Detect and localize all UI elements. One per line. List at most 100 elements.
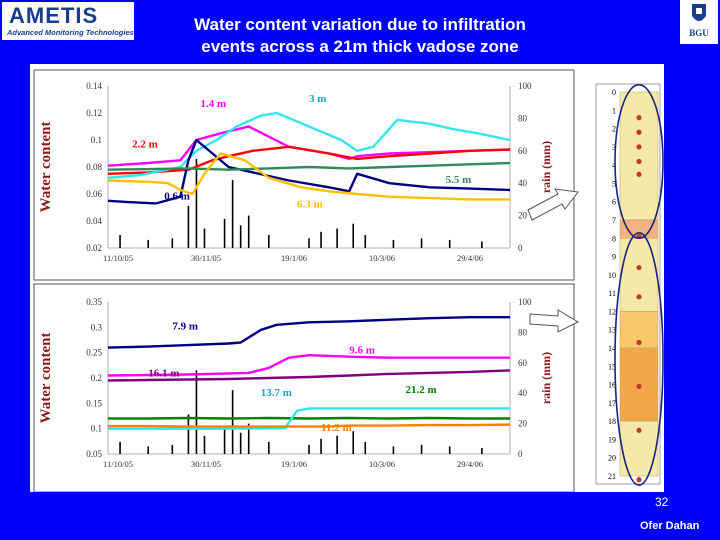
series-label: 21.2 m	[405, 384, 436, 396]
depth-label: 13	[608, 326, 616, 335]
x-tick-label: 10/3/06	[369, 253, 395, 263]
upper-sensors-outline	[614, 83, 664, 240]
y-tick-label: 0.25	[86, 348, 102, 358]
depth-label: 5	[612, 179, 616, 188]
y-tick-label: 0.14	[86, 81, 102, 91]
depth-label: 2	[612, 125, 616, 134]
slide-title: Water content variation due to infiltrat…	[150, 14, 570, 58]
chart-frame	[33, 69, 575, 281]
series-line	[108, 416, 510, 420]
sensor-dot	[636, 158, 642, 165]
logo-name: AMETIS	[9, 3, 99, 28]
series-label: 3 m	[309, 93, 326, 105]
series-line	[107, 145, 511, 175]
y-tick-label: 0.08	[86, 162, 102, 172]
depth-label: 10	[608, 271, 616, 280]
y2-tick-label: 100	[518, 81, 532, 91]
y-tick-label: 0.3	[91, 322, 103, 332]
figure-panel: 0.14 0.12 0.1 0.08 0.06 0.04 0.02 100 80 60 40 20 0 1…	[30, 64, 664, 493]
depth-label: 19	[608, 435, 616, 444]
depth-label: 15	[608, 362, 616, 371]
bgu-emblem-icon	[692, 4, 706, 21]
depth-label: 1	[612, 106, 616, 115]
sensor-dot	[636, 144, 642, 150]
lower-sensors-outline	[614, 232, 664, 486]
y2-tick-label: 0	[518, 243, 523, 253]
depth-label: 17	[608, 399, 616, 408]
y-tick-label: 0.2	[91, 373, 102, 383]
y2-tick-label: 20	[518, 211, 528, 221]
bgu-logo: BGU	[680, 0, 718, 44]
series-line	[107, 315, 510, 349]
depth-label: 8	[612, 234, 616, 243]
sensor-dot	[636, 294, 642, 300]
x-tick-label: 19/1/06	[281, 253, 307, 263]
series-line	[107, 354, 510, 377]
depth-label: 9	[612, 253, 616, 262]
series-label: 6.3 m	[297, 199, 323, 211]
depth-label: 11	[608, 289, 616, 298]
sensor-dot	[636, 115, 642, 121]
depth-label: 4	[612, 161, 616, 170]
logo-subtitle: Advanced Monitoring Technologies	[7, 28, 134, 37]
sensor-dot	[636, 383, 642, 389]
series-label: 13.7 m	[261, 387, 292, 399]
figure-svg: 0.140.120.10.080.060.040.021008060402001…	[33, 69, 664, 493]
series-line	[107, 152, 510, 201]
x-tick-label: 30/11/05	[191, 253, 221, 263]
depth-label: 21	[608, 472, 616, 481]
sensor-dot	[636, 477, 642, 483]
chart-top: 0.14 0.12 0.1 0.08 0.06 0.04 0.02 100 80 60 40 20 0 1…	[33, 69, 575, 281]
y-axis-title: Water content	[38, 122, 54, 213]
y2-tick-label: 60	[518, 358, 528, 368]
series-label: 0.6 m	[164, 190, 190, 202]
depth-label: 20	[608, 454, 616, 463]
depth-label: 6	[612, 198, 616, 207]
soil-layer	[619, 238, 659, 312]
y2-tick-label: 20	[518, 419, 528, 429]
page-number: 32	[655, 495, 669, 509]
y2-tick-label: 100	[518, 297, 532, 307]
sensor-dot	[636, 129, 642, 135]
y-tick-label: 0.1	[91, 424, 102, 434]
arrows	[527, 188, 580, 333]
series-label: 7.9 m	[172, 320, 198, 332]
chart-bottom: 0.35 0.3 0.25 0.2 0.15 0.1 0.05 100 80 60 40 20 0 11/…	[33, 283, 575, 493]
title-line-2: events across a 21m thick vadose zone	[201, 37, 519, 56]
x-tick-label: 29/4/06	[457, 253, 483, 263]
series-label: 5.5 m	[446, 174, 472, 186]
series-line	[107, 138, 511, 205]
x-tick-label: 11/10/05	[103, 459, 133, 469]
series-label: 9.6 m	[349, 345, 375, 357]
series-line	[107, 369, 511, 382]
depth-label: 0	[612, 88, 616, 97]
chart-frame	[33, 283, 575, 493]
author-name: Ofer Dahan	[640, 520, 700, 532]
x-tick-label: 19/1/06	[281, 459, 307, 469]
series-label: 2.2 m	[132, 139, 158, 151]
y2-tick-label: 80	[518, 113, 528, 123]
y2-tick-label: 60	[518, 146, 528, 156]
y2-tick-label: 40	[518, 178, 528, 188]
series-label: 16.1 m	[148, 367, 179, 379]
arrow-top-icon	[527, 188, 579, 221]
series-label: 1.4 m	[200, 98, 226, 110]
series-line	[108, 423, 511, 428]
series-line	[108, 407, 510, 430]
x-tick-label: 30/11/05	[191, 459, 221, 469]
title-line-1: Water content variation due to infiltrat…	[194, 15, 526, 34]
y-tick-label: 0.35	[86, 297, 102, 307]
y-tick-label: 0.15	[86, 398, 102, 408]
series-label: 11.2 m	[321, 422, 352, 434]
y-tick-label: 0.1	[91, 135, 102, 145]
sensor-dot	[636, 427, 642, 433]
sensor-dot	[636, 339, 642, 346]
ametis-logo: AMETIS Advanced Monitoring Technologies	[2, 2, 134, 40]
y2-axis-title: rain (mm)	[539, 141, 553, 193]
y2-tick-label: 0	[518, 449, 523, 459]
depth-label: 12	[608, 307, 616, 316]
depth-label: 18	[608, 417, 616, 426]
y-tick-label: 0.05	[86, 449, 102, 459]
arrow-bottom-icon	[529, 309, 580, 333]
